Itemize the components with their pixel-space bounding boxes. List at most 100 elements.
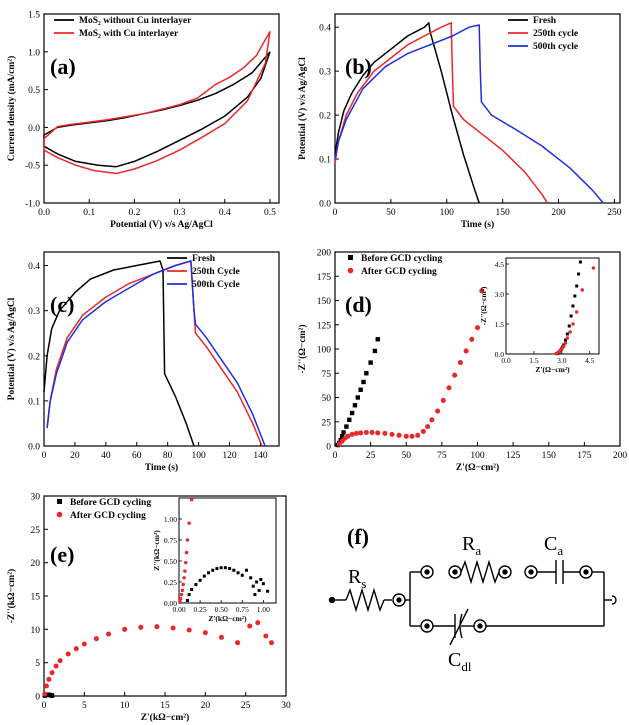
y-tick-label: -1.0 — [25, 200, 40, 210]
x-tick-label: 20 — [70, 451, 80, 461]
junction-node — [420, 565, 434, 579]
series-second-point — [435, 408, 441, 414]
series-second-line — [334, 22, 549, 204]
series-second-point — [43, 683, 49, 689]
y-tick-label: 150 — [317, 297, 332, 307]
y-axis-label: -Z''(Ω−cm²) — [297, 324, 308, 373]
legend-entry-label: 500th cycle — [533, 42, 578, 52]
inset-series-first-point — [236, 571, 240, 575]
panel-d-label: (d) — [345, 292, 372, 317]
inset-series-first-point — [211, 568, 215, 572]
inset-series-first-point — [185, 598, 189, 602]
inset-series-first-point — [564, 338, 568, 342]
y-tick-label: 175 — [317, 273, 332, 283]
x-tick-label: 150 — [542, 451, 557, 461]
panel-c-label: (c) — [50, 292, 74, 317]
inset-x-tick-label: 1.5 — [529, 356, 539, 365]
series-second-point — [425, 424, 431, 430]
series-second-point — [53, 663, 59, 669]
capacitor-cdl-variable-arrow — [449, 608, 469, 646]
x-tick-label: 50 — [402, 451, 412, 461]
inset-series-second-point — [561, 344, 566, 349]
inset-series-second-point — [580, 288, 584, 292]
inset-series-first-point — [202, 574, 206, 578]
junction-node-dot — [396, 597, 402, 603]
series-second-point — [389, 431, 395, 437]
x-tick-label: 125 — [506, 451, 521, 461]
x-axis-label: Potential (V) v/s Ag/AgCl — [110, 219, 213, 230]
series-second-point — [46, 676, 52, 682]
series-second-point — [403, 433, 409, 439]
x-tick-label: 50 — [386, 208, 396, 218]
y-tick-label: 0.3 — [319, 68, 331, 78]
series-first-point — [347, 417, 352, 423]
series-second-point — [122, 626, 128, 632]
x-tick-label: 10 — [120, 701, 130, 711]
x-tick-label: 0 — [333, 451, 338, 461]
x-tick-label: 30 — [281, 701, 291, 711]
legend-entry-label: 250th cycle — [533, 29, 578, 39]
legend-swatch — [56, 511, 63, 518]
inset-y-tick-label: 0.0 — [495, 350, 505, 359]
series-second-point — [186, 627, 192, 633]
inset-series-first-point — [228, 567, 232, 571]
panel-c: 0 20 40 60 80 100 120 140 0.0 0.1 0.2 0.3 0.4 Time (s… — [6, 251, 280, 473]
y-tick-label: 200 — [317, 249, 332, 259]
equivalent-circuit — [328, 559, 617, 646]
inset-x-tick-label: 0.25 — [194, 605, 207, 614]
junction-node-dot — [502, 569, 508, 575]
inset-series-second-point — [179, 592, 184, 597]
x-axis-label: Time (s) — [461, 219, 494, 230]
series-second-point — [479, 288, 485, 294]
x-tick-label: 140 — [253, 451, 268, 461]
inset-series-second-point — [568, 330, 572, 334]
y-tick-label: 0.4 — [28, 262, 40, 272]
series-second-point — [382, 430, 388, 436]
resistor-rs — [345, 587, 385, 613]
y-tick-label: 0.3 — [28, 307, 40, 317]
y-axis-label: Potential (V) v/s Ag/AgCl — [297, 57, 308, 160]
inset-y-axis-label: Z''(kΩ−cm²) — [152, 530, 161, 571]
series-third-line — [46, 260, 266, 447]
x-tick-label: 150 — [496, 208, 511, 218]
inset-series-first-point — [575, 284, 579, 288]
y-tick-label: 0.0 — [319, 200, 331, 210]
panel-a: 0.0 0.1 0.2 0.3 0.4 0.5 -1.0 -0.5 0.0 0.5 1.0 1.5 Po… — [6, 11, 280, 230]
legend-entry-label: Fresh — [192, 254, 216, 264]
legend-entry-label: Before GCD cycling — [70, 498, 151, 508]
inset-series-second-point — [185, 538, 190, 542]
inset-series-second-point — [184, 550, 189, 555]
label-ca: Ca — [544, 533, 563, 558]
series-second-point — [235, 640, 241, 646]
series-second-point — [396, 432, 402, 438]
label-ra: Ra — [462, 533, 481, 558]
x-tick-label: 25 — [241, 701, 251, 711]
label-cdl: Cdl — [448, 649, 472, 674]
y-tick-label: 20 — [31, 559, 41, 569]
series-second-point — [446, 385, 452, 391]
series-second-point — [93, 636, 99, 642]
y-tick-label: 30 — [31, 493, 41, 503]
inset-series-first-point — [249, 576, 253, 580]
inset-series-second-point — [565, 336, 570, 340]
junction-node-dot — [424, 569, 430, 575]
inset-series-first-point — [259, 577, 263, 581]
series-first-line — [43, 260, 195, 447]
x-tick-label: 15 — [160, 701, 170, 711]
series-second-point — [358, 430, 364, 436]
inset-series-first-point — [571, 304, 575, 308]
inset-series-second-point — [187, 521, 191, 525]
series-first-point — [375, 337, 380, 342]
y-tick-label: 5 — [35, 659, 40, 669]
series-second-point — [81, 641, 87, 647]
inset-series-second-point — [591, 266, 596, 270]
inset-series-first-point — [569, 314, 573, 318]
series-second-point — [452, 372, 458, 378]
panel-b-label: (b) — [345, 54, 372, 79]
inset-series-first-point — [215, 567, 219, 571]
inset-series-first-point — [240, 573, 244, 577]
inset-y-tick-label: 0.50 — [164, 557, 177, 566]
inset-series-first-point — [266, 589, 270, 593]
series-second-point — [420, 428, 426, 434]
series-third-line — [334, 24, 604, 204]
